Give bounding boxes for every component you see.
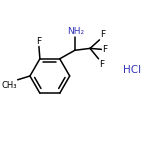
Text: NH₂: NH₂ bbox=[67, 27, 84, 36]
Text: F: F bbox=[36, 36, 41, 46]
Text: F: F bbox=[100, 30, 105, 39]
Text: HCl: HCl bbox=[123, 65, 141, 75]
Text: CH₃: CH₃ bbox=[1, 81, 17, 90]
Text: F: F bbox=[100, 60, 105, 69]
Text: F: F bbox=[102, 45, 107, 54]
